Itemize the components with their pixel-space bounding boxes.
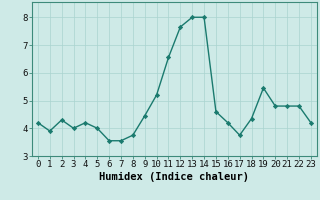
X-axis label: Humidex (Indice chaleur): Humidex (Indice chaleur) — [100, 172, 249, 182]
